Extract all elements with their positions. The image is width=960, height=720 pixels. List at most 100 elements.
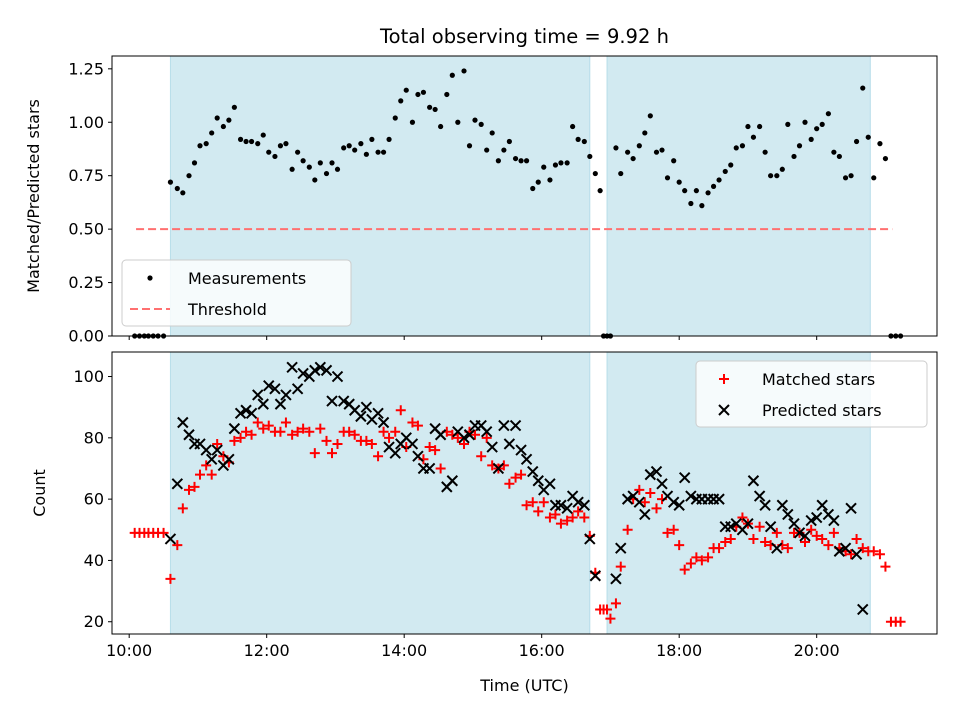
data-point <box>309 448 320 459</box>
data-point <box>321 435 332 446</box>
data-point <box>828 527 839 538</box>
data-point <box>252 389 264 401</box>
data-point <box>515 444 527 456</box>
data-point <box>737 512 748 523</box>
data-point <box>713 493 725 505</box>
data-point <box>501 147 507 153</box>
legend-handle <box>147 275 153 281</box>
data-point <box>172 540 183 551</box>
data-point <box>527 465 539 478</box>
data-point <box>258 423 269 434</box>
data-point <box>326 395 338 407</box>
data-point <box>252 417 263 428</box>
data-point <box>776 499 789 511</box>
data-point <box>229 435 240 446</box>
data-point <box>650 465 663 478</box>
data-point <box>570 123 576 130</box>
data-point <box>584 533 596 545</box>
data-point <box>555 518 566 529</box>
data-point <box>334 166 341 172</box>
data-point <box>263 380 275 392</box>
data-point <box>189 481 200 492</box>
data-point <box>630 155 636 162</box>
axis-ticks-count: 10:00 12:00 14:00 16:00 18:00 20:00 20 40 60 80 10… <box>73 367 839 660</box>
data-point <box>716 177 722 183</box>
data-point <box>329 160 335 166</box>
data-point <box>685 558 696 569</box>
data-point <box>800 537 810 548</box>
data-point <box>349 429 360 440</box>
data-point <box>287 429 298 440</box>
data-point <box>678 471 691 484</box>
data-point <box>782 543 793 554</box>
data-point <box>808 136 814 142</box>
data-point <box>703 552 714 563</box>
data-point <box>567 512 578 523</box>
data-point <box>245 407 258 420</box>
data-point <box>636 143 642 149</box>
data-point <box>297 367 309 380</box>
shaded-interval <box>606 55 871 337</box>
data-point <box>516 469 527 480</box>
data-point <box>572 496 584 508</box>
data-point <box>622 524 633 535</box>
data-point <box>266 149 272 155</box>
data-point <box>412 450 424 462</box>
data-point <box>228 422 241 435</box>
data-point <box>257 398 269 410</box>
data-point <box>667 496 680 508</box>
data-point <box>363 151 369 157</box>
data-point <box>639 497 650 508</box>
data-point <box>237 136 244 142</box>
data-point <box>857 543 868 554</box>
data-point <box>180 190 186 196</box>
data-point <box>184 484 194 495</box>
data-point <box>532 475 544 487</box>
data-point <box>183 429 195 441</box>
data-point <box>312 177 318 183</box>
data-point <box>407 417 418 428</box>
data-point <box>506 138 512 145</box>
data-point <box>845 502 857 515</box>
data-point <box>452 432 463 443</box>
data-point <box>817 533 828 544</box>
data-point <box>541 164 547 170</box>
data-point <box>403 87 409 93</box>
data-point <box>868 546 879 557</box>
data-point <box>544 478 556 490</box>
data-point <box>615 561 626 572</box>
data-point <box>375 149 381 155</box>
data-point <box>874 549 885 560</box>
data-point <box>762 149 768 155</box>
data-point <box>406 438 419 450</box>
data-point <box>750 134 757 140</box>
data-point <box>306 164 312 170</box>
data-point <box>315 423 326 434</box>
data-point <box>839 542 852 554</box>
data-point <box>771 542 783 554</box>
data-point <box>504 478 515 489</box>
data-point <box>470 429 480 440</box>
legend-box <box>695 360 928 428</box>
legend-label: Predicted stars <box>762 401 882 420</box>
legend-label: Threshold <box>187 300 267 319</box>
data-point <box>409 119 416 125</box>
data-point <box>644 468 657 481</box>
y-tick-label: 1.00 <box>68 113 104 132</box>
data-point <box>355 410 367 423</box>
data-point <box>679 564 690 575</box>
data-point <box>463 429 476 441</box>
data-point <box>610 573 622 585</box>
data-point <box>788 517 800 530</box>
data-point <box>645 488 656 498</box>
data-point <box>260 132 266 138</box>
data-point <box>728 162 734 168</box>
data-point <box>412 420 423 431</box>
data-point <box>562 515 573 526</box>
data-point <box>455 119 461 125</box>
data-point <box>733 145 739 151</box>
series-predicted-stars <box>164 361 869 616</box>
data-point <box>714 543 725 554</box>
data-point <box>275 426 286 437</box>
data-point <box>165 573 176 584</box>
